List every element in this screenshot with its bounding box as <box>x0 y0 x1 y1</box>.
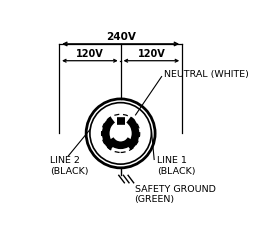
Circle shape <box>85 98 156 169</box>
Text: LINE 2
(BLACK): LINE 2 (BLACK) <box>50 156 88 176</box>
Text: LINE 1
(BLACK): LINE 1 (BLACK) <box>157 156 196 176</box>
Text: 120V: 120V <box>138 49 165 59</box>
Text: NEUTRAL (WHITE): NEUTRAL (WHITE) <box>164 70 249 79</box>
Text: SAFETY GROUND
(GREEN): SAFETY GROUND (GREEN) <box>134 185 215 204</box>
Text: 120V: 120V <box>76 49 104 59</box>
Text: 240V: 240V <box>106 32 136 42</box>
